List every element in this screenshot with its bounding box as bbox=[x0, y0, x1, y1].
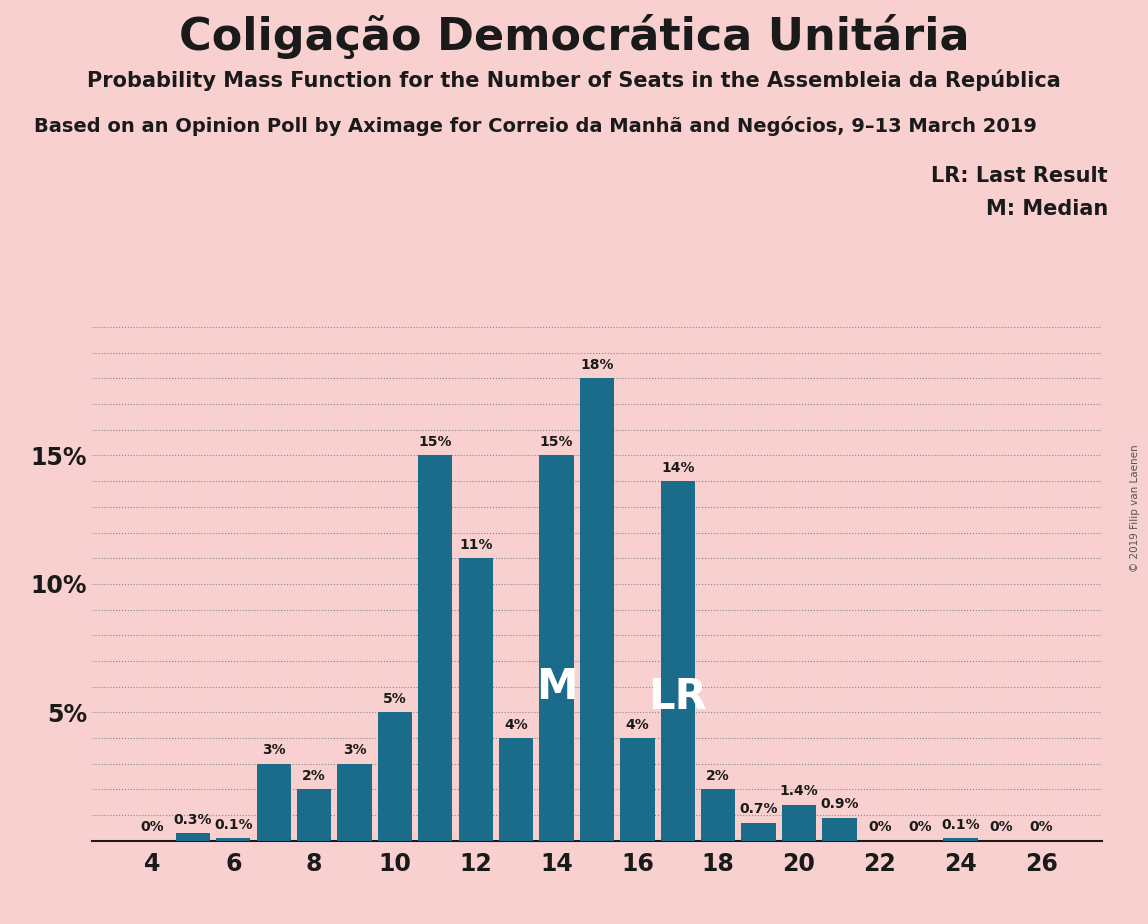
Text: 0.9%: 0.9% bbox=[820, 797, 859, 811]
Bar bbox=[216, 838, 250, 841]
Bar bbox=[822, 818, 856, 841]
Bar bbox=[256, 764, 290, 841]
Text: 1.4%: 1.4% bbox=[779, 784, 819, 798]
Text: M: M bbox=[536, 665, 577, 708]
Text: 0%: 0% bbox=[1030, 821, 1053, 834]
Text: 0%: 0% bbox=[141, 821, 164, 834]
Text: 2%: 2% bbox=[706, 769, 730, 783]
Bar bbox=[944, 838, 978, 841]
Text: Coligação Democrática Unitária: Coligação Democrática Unitária bbox=[179, 14, 969, 59]
Text: 0%: 0% bbox=[908, 821, 932, 834]
Text: 3%: 3% bbox=[262, 743, 286, 758]
Text: Based on an Opinion Poll by Aximage for Correio da Manhã and Negócios, 9–13 Marc: Based on an Opinion Poll by Aximage for … bbox=[34, 116, 1038, 136]
Text: 0.1%: 0.1% bbox=[214, 818, 253, 832]
Text: © 2019 Filip van Laenen: © 2019 Filip van Laenen bbox=[1130, 444, 1140, 572]
Text: 11%: 11% bbox=[459, 538, 492, 552]
Text: 18%: 18% bbox=[580, 358, 614, 372]
Bar bbox=[580, 379, 614, 841]
Bar bbox=[176, 833, 210, 841]
Bar bbox=[660, 481, 695, 841]
Text: 0%: 0% bbox=[868, 821, 892, 834]
Bar bbox=[620, 738, 654, 841]
Text: Probability Mass Function for the Number of Seats in the Assembleia da República: Probability Mass Function for the Number… bbox=[87, 69, 1061, 91]
Text: 4%: 4% bbox=[504, 718, 528, 732]
Text: 0%: 0% bbox=[990, 821, 1013, 834]
Text: 3%: 3% bbox=[343, 743, 366, 758]
Text: 0.7%: 0.7% bbox=[739, 802, 778, 817]
Bar bbox=[458, 558, 492, 841]
Bar bbox=[338, 764, 372, 841]
Bar bbox=[701, 789, 736, 841]
Text: M: Median: M: Median bbox=[986, 199, 1108, 219]
Text: 15%: 15% bbox=[419, 435, 452, 449]
Bar bbox=[540, 456, 574, 841]
Text: 5%: 5% bbox=[383, 692, 406, 706]
Bar bbox=[297, 789, 332, 841]
Text: 2%: 2% bbox=[302, 769, 326, 783]
Bar bbox=[782, 805, 816, 841]
Text: 0.1%: 0.1% bbox=[941, 818, 980, 832]
Text: LR: Last Result: LR: Last Result bbox=[931, 166, 1108, 187]
Text: LR: LR bbox=[649, 676, 707, 718]
Bar bbox=[378, 712, 412, 841]
Bar bbox=[418, 456, 452, 841]
Bar bbox=[742, 823, 776, 841]
Text: 4%: 4% bbox=[626, 718, 650, 732]
Text: 0.3%: 0.3% bbox=[173, 813, 212, 827]
Bar bbox=[499, 738, 534, 841]
Text: 15%: 15% bbox=[540, 435, 573, 449]
Text: 14%: 14% bbox=[661, 461, 695, 475]
